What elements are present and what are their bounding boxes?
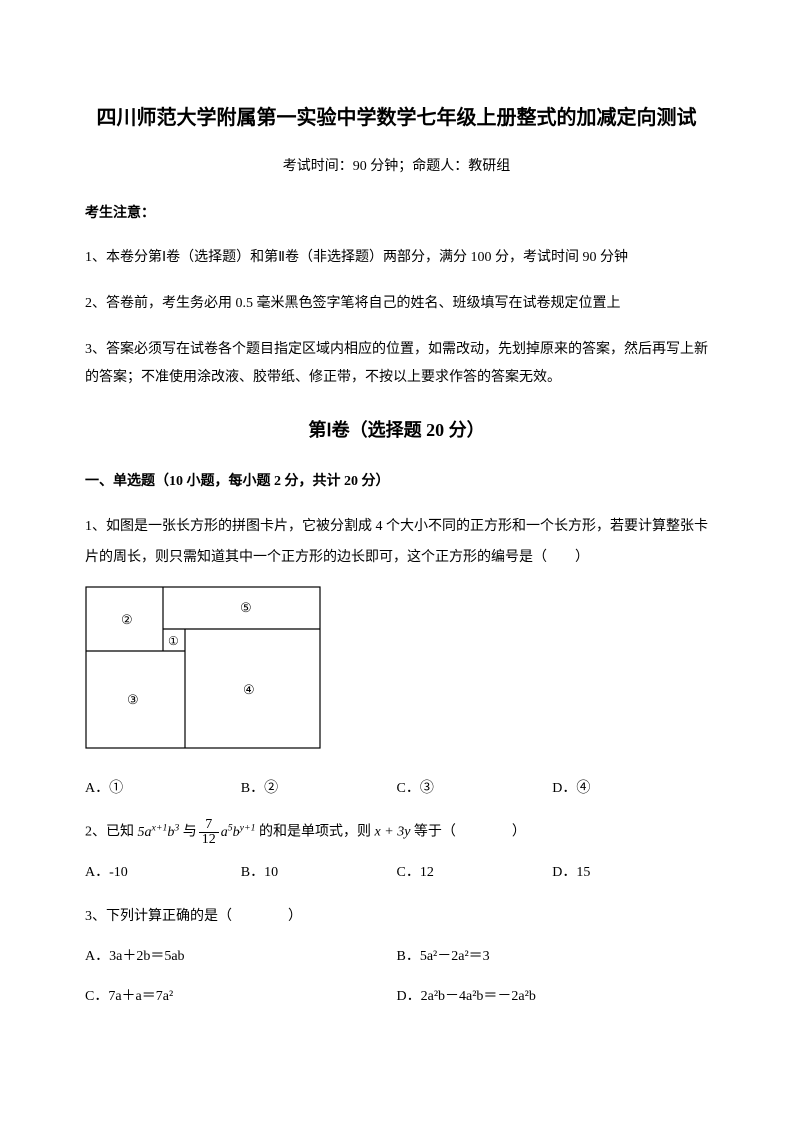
q2-mid: 的和是单项式，则 [259, 825, 371, 840]
q3-option-d: D．2a²b－4a²b＝－2a²b [397, 984, 709, 1009]
figure-label-4: ④ [243, 682, 255, 697]
q1-option-d: D．④ [552, 776, 708, 801]
q2-expr-2: a5by+1 [221, 825, 259, 840]
q2-option-a: A．-10 [85, 860, 241, 885]
question-section-header: 一、单选题（10 小题，每小题 2 分，共计 20 分） [85, 469, 708, 494]
q2-option-b: B．10 [241, 860, 397, 885]
q1-option-a: A．① [85, 776, 241, 801]
q2-option-c: C．12 [397, 860, 553, 885]
q2-suffix: 等于（ ） [414, 825, 526, 840]
notice-3: 3、答案必须写在试卷各个题目指定区域内相应的位置，如需改动，先划掉原来的答案，然… [85, 336, 708, 392]
question-1: 1、如图是一张长方形的拼图卡片，它被分割成 4 个大小不同的正方形和一个长方形，… [85, 512, 708, 574]
exam-info: 考试时间：90 分钟；命题人：教研组 [85, 154, 708, 179]
notice-1: 1、本卷分第Ⅰ卷（选择题）和第Ⅱ卷（非选择题）两部分，满分 100 分，考试时间… [85, 244, 708, 272]
q2-option-d: D．15 [552, 860, 708, 885]
notice-header: 考生注意： [85, 201, 708, 226]
figure-label-2: ② [121, 612, 133, 627]
q2-fraction: 712 [199, 818, 219, 847]
question-1-options: A．① B．② C．③ D．④ [85, 776, 708, 801]
question-1-figure: ② ⑤ ① ③ ④ [85, 586, 708, 758]
figure-label-5: ⑤ [240, 600, 252, 615]
figure-label-3: ③ [127, 692, 139, 707]
figure-label-1: ① [168, 634, 179, 648]
question-2: 2、已知 5ax+1b3 与712a5by+1 的和是单项式，则 x + 3y … [85, 817, 708, 848]
q2-prefix: 2、已知 [85, 825, 134, 840]
notice-2: 2、答卷前，考生务必用 0.5 毫米黑色签字笔将自己的姓名、班级填写在试卷规定位… [85, 290, 708, 318]
q2-expr-3: x + 3y [375, 825, 414, 840]
q2-expr-1: 5ax+1b3 [138, 825, 183, 840]
q3-option-a: A．3a＋2b＝5ab [85, 944, 397, 969]
page-title: 四川师范大学附属第一实验中学数学七年级上册整式的加减定向测试 [85, 100, 708, 136]
q3-option-c: C．7a＋a＝7a² [85, 984, 397, 1009]
q1-option-b: B．② [241, 776, 397, 801]
section-title: 第Ⅰ卷（选择题 20 分） [85, 414, 708, 446]
question-3-options: A．3a＋2b＝5ab B．5a²－2a²＝3 C．7a＋a＝7a² D．2a²… [85, 944, 708, 1022]
q3-option-b: B．5a²－2a²＝3 [397, 944, 709, 969]
q1-option-c: C．③ [397, 776, 553, 801]
question-3: 3、下列计算正确的是（ ） [85, 902, 708, 933]
question-2-options: A．-10 B．10 C．12 D．15 [85, 860, 708, 885]
